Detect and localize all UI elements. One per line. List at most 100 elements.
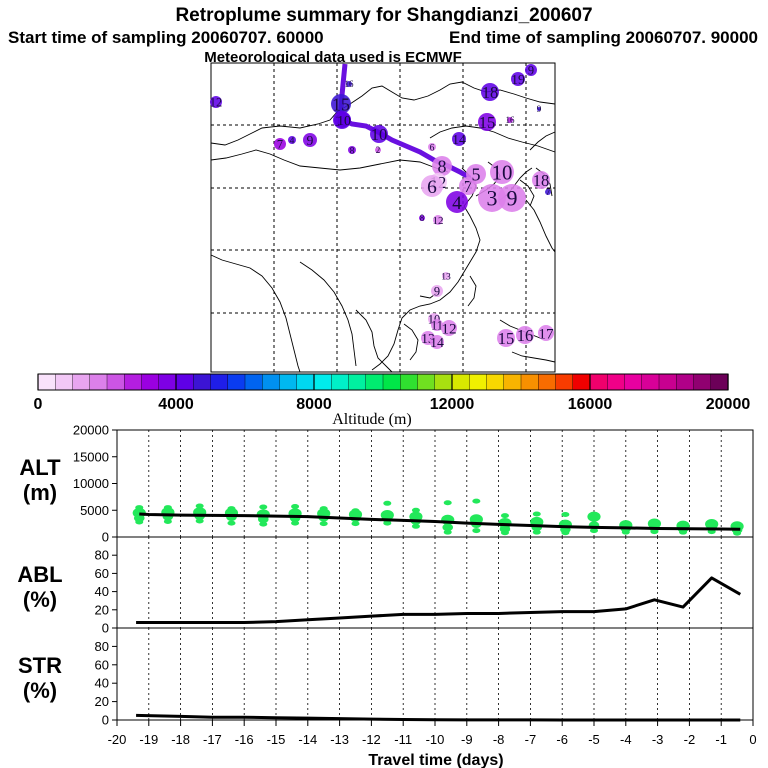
colorbar-cell bbox=[434, 373, 453, 391]
colorbar-tick-label: 0 bbox=[34, 396, 43, 413]
altitude-scatter-point bbox=[163, 518, 172, 524]
x-tick-label: 0 bbox=[749, 732, 756, 747]
colorbar-cell bbox=[676, 373, 695, 391]
colorbar-cell bbox=[158, 373, 177, 391]
altitude-scatter-point bbox=[135, 505, 144, 511]
colorbar-ticks: 0 4000 8000 12000 16000 20000 bbox=[34, 374, 750, 413]
trajectory-marker-dot bbox=[516, 326, 534, 344]
figure-title: Retroplume summary for Shangdianzi_20060… bbox=[175, 5, 592, 26]
str-panel: 0 20 40 60 80 STR(%) bbox=[18, 627, 754, 728]
trajectory-marker-dot bbox=[441, 320, 457, 336]
altitude-scatter-point bbox=[472, 498, 481, 504]
colorbar-cell bbox=[486, 373, 505, 391]
x-tick-label: -10 bbox=[426, 732, 445, 747]
trajectory-marker-dot bbox=[274, 138, 286, 150]
trajectory-marker: 10 bbox=[337, 113, 351, 128]
trajectory-marker-label: 6 bbox=[427, 177, 437, 198]
y-tick-label: 0 bbox=[102, 713, 109, 728]
trajectory-marker-label: 4 bbox=[452, 193, 462, 214]
colorbar-cell bbox=[175, 373, 194, 391]
trajectory-marker-label: 18 bbox=[482, 83, 499, 102]
colorbar-cell bbox=[624, 373, 643, 391]
colorbar-cell bbox=[72, 373, 91, 391]
colorbar-cell bbox=[451, 373, 470, 391]
trajectory-marker-dot bbox=[331, 94, 351, 114]
y-tick-label: 15000 bbox=[73, 449, 109, 464]
panel-label: (m) bbox=[23, 480, 57, 505]
trajectory-marker-dot bbox=[545, 189, 551, 195]
x-tick-label: -3 bbox=[652, 732, 664, 747]
altitude-scatter-point bbox=[500, 513, 509, 519]
trajectory-marker-label: 12 bbox=[441, 320, 456, 337]
trajectory-marker: 17 bbox=[538, 325, 554, 342]
y-tick-label: 80 bbox=[95, 548, 109, 563]
colorbar-cell bbox=[37, 373, 56, 391]
trajectory-marker-label: 15 bbox=[332, 94, 350, 114]
y-tick-label: 20 bbox=[95, 602, 109, 617]
colorbar-cell bbox=[244, 373, 263, 391]
trajectory-marker: 18 bbox=[532, 171, 550, 190]
colorbar-cell bbox=[520, 373, 539, 391]
y-tick-label: 40 bbox=[95, 676, 109, 691]
x-tick-label: -11 bbox=[394, 732, 412, 747]
trajectory-marker-dot bbox=[210, 96, 222, 108]
trajectory-marker-label: 16 bbox=[506, 115, 516, 125]
trajectory-marker: 18 bbox=[481, 83, 499, 102]
trajectory-marker-dot bbox=[525, 64, 537, 76]
trajectory-marker: 12 bbox=[441, 320, 457, 337]
trajectory-marker: 4 bbox=[446, 191, 468, 214]
trajectory-marker-dot bbox=[288, 136, 296, 144]
trajectory-marker: 14 bbox=[452, 132, 466, 147]
colorbar-cell bbox=[106, 373, 125, 391]
altitude-scatter-point bbox=[411, 523, 420, 529]
trajectory-marker-label: 10 bbox=[371, 125, 388, 144]
trajectory-map: 1615131018199121514111094782681037591264… bbox=[210, 62, 556, 373]
x-tick-label: -19 bbox=[139, 732, 158, 747]
trajectory-marker-dot bbox=[419, 215, 425, 221]
trajectory-marker: 12 bbox=[433, 215, 444, 227]
altitude-scatter-point bbox=[319, 506, 328, 512]
y-tick-label: 10000 bbox=[73, 476, 109, 491]
y-tick-label: 0 bbox=[102, 530, 109, 545]
altitude-scatter-point bbox=[227, 506, 236, 512]
trajectory-marker: 2 bbox=[375, 145, 381, 155]
trajectory-marker-dot bbox=[532, 171, 550, 189]
x-tick-label: -4 bbox=[620, 732, 632, 747]
trajectory-marker-label: 9 bbox=[307, 133, 314, 148]
altitude-scatter-point bbox=[532, 529, 541, 535]
trajectory-marker-label: 13 bbox=[441, 271, 451, 282]
trajectory-marker: 4 bbox=[288, 135, 296, 146]
altitude-scatter-point bbox=[587, 511, 601, 522]
altitude-scatter-point bbox=[380, 509, 394, 521]
colorbar-cell bbox=[693, 373, 712, 391]
x-tick-label: -16 bbox=[235, 732, 254, 747]
trajectory-marker-dot bbox=[430, 335, 444, 349]
trajectory-marker: 6 bbox=[421, 175, 443, 198]
altitude-scatter-point bbox=[443, 500, 452, 506]
series-line bbox=[139, 512, 741, 531]
trajectory-marker: 9 bbox=[498, 184, 526, 212]
altitude-scatter-point bbox=[411, 507, 420, 513]
trajectory-marker-dot bbox=[446, 191, 468, 213]
trajectory-marker: 15 bbox=[478, 113, 496, 132]
panel-label: ALT bbox=[19, 455, 61, 480]
colorbar-cell bbox=[296, 373, 315, 391]
trajectory-marker-label: 11 bbox=[431, 318, 443, 332]
trajectory-marker-label: 8 bbox=[350, 145, 355, 156]
trajectory-marker: 8 bbox=[419, 213, 425, 223]
colorbar-cell bbox=[641, 373, 660, 391]
trajectory-marker: 8 bbox=[348, 145, 356, 156]
trajectory-marker-dot bbox=[538, 325, 554, 341]
trajectory-marker-label: 6 bbox=[430, 142, 435, 153]
trajectory-marker-label: 7 bbox=[546, 187, 551, 197]
trajectory-marker-dot bbox=[478, 184, 506, 212]
altitude-scatter-point bbox=[558, 519, 572, 530]
trajectory-marker-dot bbox=[432, 156, 452, 176]
y-tick-label: 40 bbox=[95, 584, 109, 599]
trajectory-marker-dot bbox=[375, 147, 381, 153]
x-tick-label: -13 bbox=[330, 732, 349, 747]
trajectory-marker: 10 bbox=[370, 125, 388, 144]
trajectory-marker-label: 9 bbox=[528, 63, 534, 77]
altitude-scatter-point bbox=[259, 504, 268, 510]
panel-label: (%) bbox=[23, 587, 57, 612]
